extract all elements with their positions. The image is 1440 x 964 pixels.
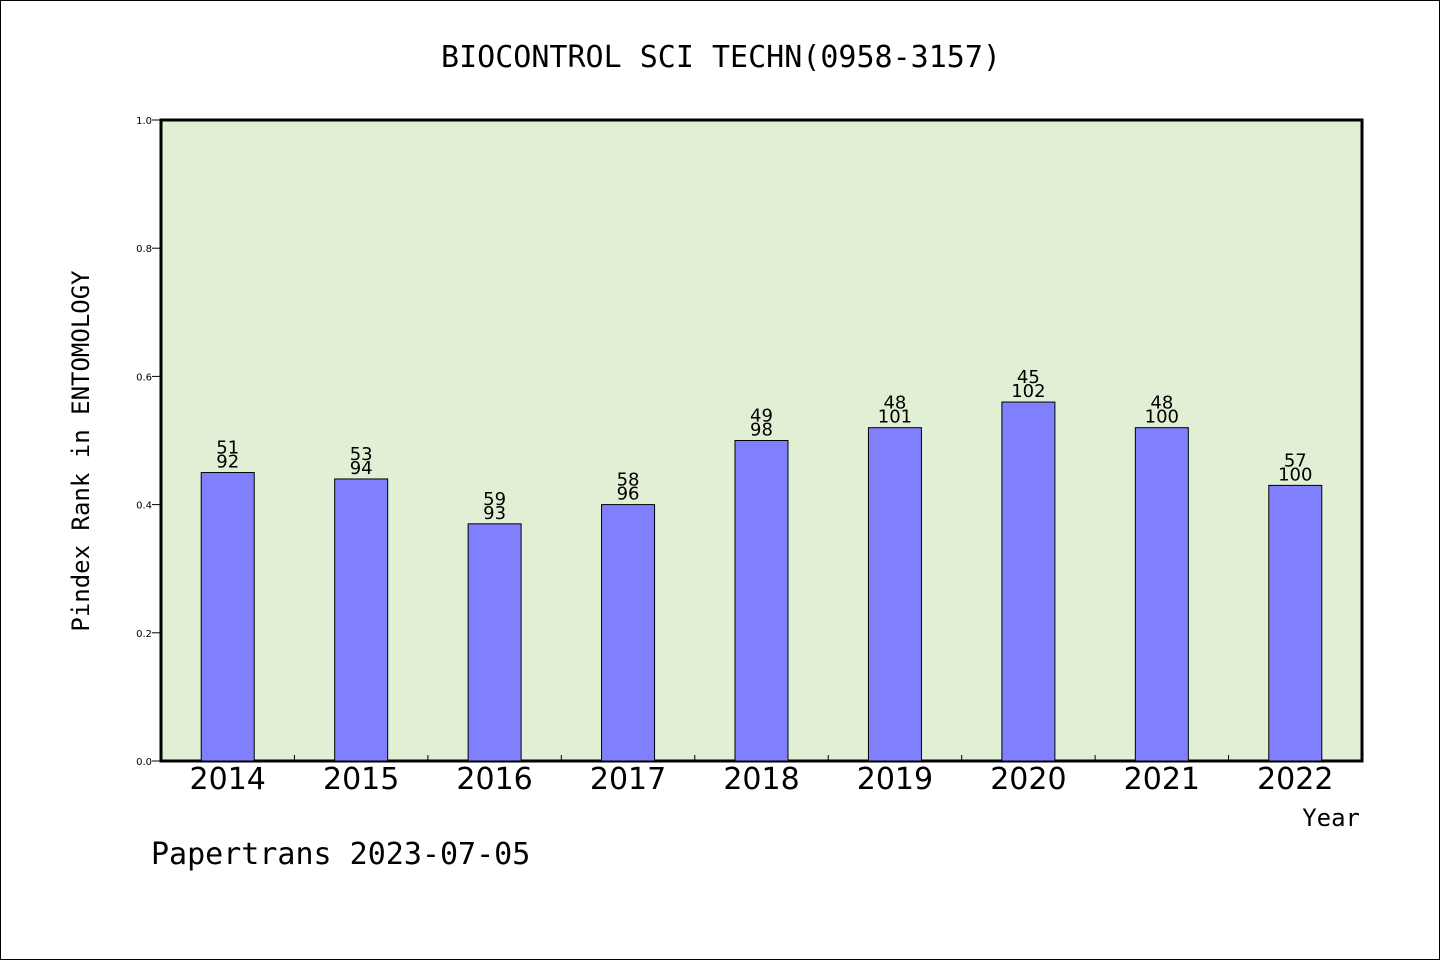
- bar-rank-label: 58: [617, 470, 640, 491]
- y-axis-label: Pindex Rank in ENTOMOLOGY: [67, 270, 95, 632]
- bar-total-label: 94: [350, 458, 373, 479]
- y-axis-ticks: 0.0 0.2 0.4 0.6 0.8 1.0: [136, 116, 161, 768]
- bar: [867, 427, 922, 762]
- bar: [1134, 427, 1189, 762]
- bar-total-label: 98: [750, 420, 773, 441]
- x-tick-label: 2016: [456, 762, 532, 797]
- x-tick-label: 2017: [590, 762, 666, 797]
- bar: [200, 472, 255, 762]
- y-tick-label: 0.4: [136, 501, 152, 512]
- bar-rank-label: 53: [350, 444, 373, 465]
- x-axis-ticks: 2014 2015 2016 2017 2018 2019 2020 2021 2022: [190, 755, 1333, 797]
- bar-total-label: 100: [1145, 407, 1179, 428]
- bar-total-label: 101: [878, 407, 912, 428]
- y-tick-label: 1.0: [136, 116, 152, 127]
- bar-total-label: 92: [216, 452, 239, 473]
- bar-series: [200, 401, 1323, 762]
- bar-rank-label: 51: [216, 438, 239, 459]
- bar-rank-label: 48: [883, 393, 906, 414]
- y-tick-label: 0.0: [136, 757, 152, 768]
- bar-rank-label: 49: [750, 406, 773, 427]
- bar: [1268, 484, 1323, 762]
- bar-total-label: 102: [1011, 381, 1045, 402]
- bar: [334, 478, 389, 762]
- y-tick-label: 0.6: [136, 372, 152, 383]
- bar-total-label: 96: [617, 484, 640, 505]
- x-tick-label: 2018: [723, 762, 799, 797]
- bar: [1001, 401, 1056, 762]
- bar-total-label: 93: [483, 503, 506, 524]
- bar-rank-label: 57: [1284, 450, 1307, 471]
- footer-credit: Papertrans 2023-07-05: [151, 837, 530, 872]
- bar: [601, 504, 656, 762]
- x-tick-label: 2020: [990, 762, 1066, 797]
- bar-rank-label: 48: [1150, 393, 1173, 414]
- y-tick-label: 0.8: [136, 244, 152, 255]
- x-tick-label: 2014: [190, 762, 266, 797]
- x-tick-label: 2021: [1124, 762, 1200, 797]
- x-tick-label: 2015: [323, 762, 399, 797]
- x-axis-label: Year: [1302, 804, 1360, 832]
- bar: [734, 440, 789, 762]
- bar-rank-label: 59: [483, 489, 506, 510]
- chart-title: BIOCONTROL SCI TECHN(0958-3157): [441, 40, 1001, 75]
- x-tick-label: 2019: [857, 762, 933, 797]
- bar-rank-label: 45: [1017, 367, 1040, 388]
- y-tick-label: 0.2: [136, 629, 152, 640]
- bar-total-label: 100: [1278, 464, 1312, 485]
- bar: [467, 523, 522, 762]
- x-tick-label: 2022: [1257, 762, 1333, 797]
